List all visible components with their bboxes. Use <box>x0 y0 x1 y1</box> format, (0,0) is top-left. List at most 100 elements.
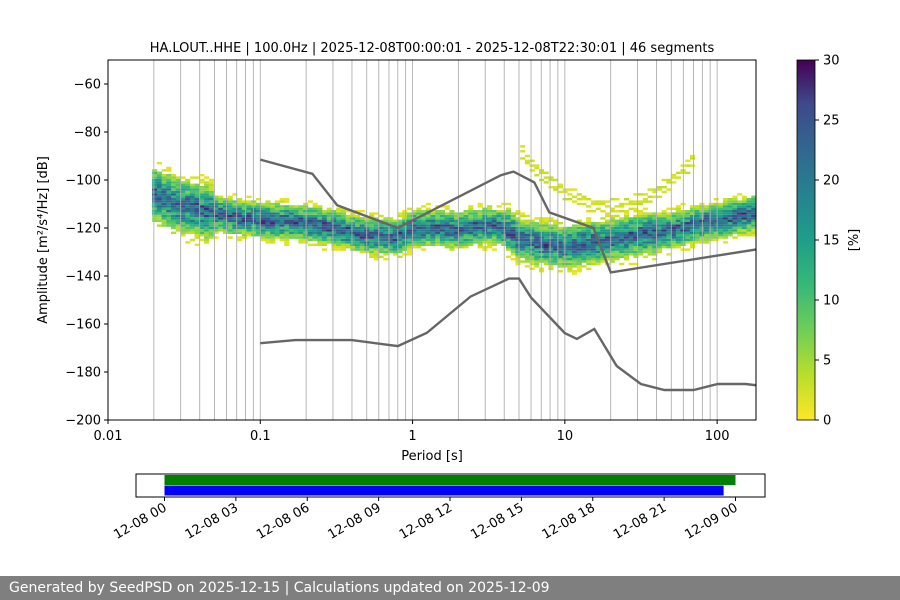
heatmap-cell <box>586 231 592 234</box>
heatmap-cell <box>449 243 455 246</box>
heatmap-cell <box>529 241 535 244</box>
heatmap-cell <box>543 238 549 242</box>
heatmap-cell <box>543 241 549 244</box>
heatmap-cell <box>378 231 384 234</box>
heatmap-cell <box>369 214 375 218</box>
heatmap-cell <box>520 236 526 239</box>
heatmap-cell <box>279 212 285 215</box>
heatmap-cell <box>548 267 554 270</box>
heatmap-cell <box>510 258 516 261</box>
heatmap-cell <box>534 166 540 170</box>
heatmap-cell <box>185 241 191 244</box>
heatmap-cell <box>194 186 200 189</box>
heatmap-cell <box>671 224 677 227</box>
heatmap-cell <box>722 222 729 225</box>
heatmap-cell <box>666 222 672 225</box>
heatmap-cell <box>510 246 516 249</box>
heatmap-cell <box>491 241 497 244</box>
heatmap-cell <box>180 193 186 196</box>
heatmap-cell <box>487 229 493 232</box>
heatmap-cell <box>656 188 663 191</box>
heatmap-cell <box>520 214 526 218</box>
heatmap-cell <box>265 238 271 242</box>
heatmap-cell <box>156 181 162 184</box>
heatmap-cell <box>534 229 540 232</box>
heatmap-cell <box>194 229 200 232</box>
heatmap-cell <box>689 246 696 249</box>
heatmap-cell <box>727 198 733 201</box>
heatmap-cell <box>185 193 191 196</box>
heatmap-cell <box>288 219 295 222</box>
heatmap-cell <box>642 222 648 225</box>
heatmap-cell <box>623 198 630 201</box>
heatmap-cell <box>557 246 563 249</box>
heatmap-cell <box>185 188 191 191</box>
heatmap-cell <box>194 224 200 227</box>
heatmap-cell <box>458 241 464 244</box>
heatmap-cell <box>185 210 191 213</box>
heatmap-cell <box>194 190 200 194</box>
heatmap-cell <box>189 186 196 189</box>
heatmap-cell <box>255 217 262 220</box>
heatmap-cell <box>204 193 210 196</box>
heatmap-cell <box>222 214 229 218</box>
heatmap-cell <box>369 231 375 234</box>
heatmap-cell <box>557 243 563 246</box>
heatmap-cell <box>454 219 460 222</box>
heatmap-cell <box>543 171 549 174</box>
heatmap-cell <box>633 222 639 225</box>
heatmap-cell <box>600 222 606 225</box>
heatmap-cell <box>600 200 606 203</box>
heatmap-cell <box>510 248 516 251</box>
heatmap-cell <box>472 226 479 230</box>
heatmap-cell <box>152 219 158 222</box>
heatmap-cell <box>586 243 592 246</box>
heatmap-cell <box>251 207 257 210</box>
heatmap-cell <box>619 241 625 244</box>
heatmap-cell <box>439 222 446 225</box>
heatmap-cell <box>543 255 549 258</box>
heatmap-cell <box>439 243 446 246</box>
heatmap-cell <box>369 243 375 246</box>
heatmap-cell <box>600 202 606 206</box>
heatmap-cell <box>237 231 243 234</box>
heatmap-cell <box>222 205 229 208</box>
heatmap-cell <box>388 231 394 234</box>
heatmap-cell <box>199 219 205 222</box>
heatmap-cell <box>270 241 276 244</box>
heatmap-cell <box>218 229 224 232</box>
heatmap-cell <box>727 207 733 210</box>
heatmap-cell <box>406 248 413 251</box>
heatmap-cell <box>472 234 479 237</box>
heatmap-cell <box>661 190 667 194</box>
heatmap-cell <box>421 234 427 237</box>
heatmap-cell <box>345 243 351 246</box>
heatmap-cell <box>619 236 625 239</box>
heatmap-cell <box>189 198 196 201</box>
heatmap-cell <box>444 234 450 237</box>
heatmap-cell <box>416 243 422 246</box>
heatmap-cell <box>218 224 224 227</box>
heatmap-cell <box>548 255 554 258</box>
heatmap-cell <box>543 243 549 246</box>
heatmap-cell <box>652 236 658 239</box>
heatmap-cell <box>638 214 644 218</box>
heatmap-cell <box>326 229 332 232</box>
heatmap-cell <box>581 241 587 244</box>
heatmap-cell <box>689 231 696 234</box>
period-axis-label: Period [s] <box>401 449 463 464</box>
heatmap-cell <box>204 234 210 237</box>
heatmap-cell <box>298 212 304 215</box>
heatmap-cell <box>189 183 196 186</box>
heatmap-cell <box>614 258 620 261</box>
heatmap-cell <box>208 183 214 186</box>
heatmap-cell <box>279 217 285 220</box>
heatmap-cell <box>619 210 625 213</box>
heatmap-cell <box>175 200 181 203</box>
heatmap-cell <box>515 246 521 249</box>
heatmap-cell <box>336 246 342 249</box>
heatmap-cell <box>279 214 285 218</box>
heatmap-cell <box>288 214 295 218</box>
heatmap-cell <box>199 200 205 203</box>
heatmap-cell <box>605 205 611 208</box>
